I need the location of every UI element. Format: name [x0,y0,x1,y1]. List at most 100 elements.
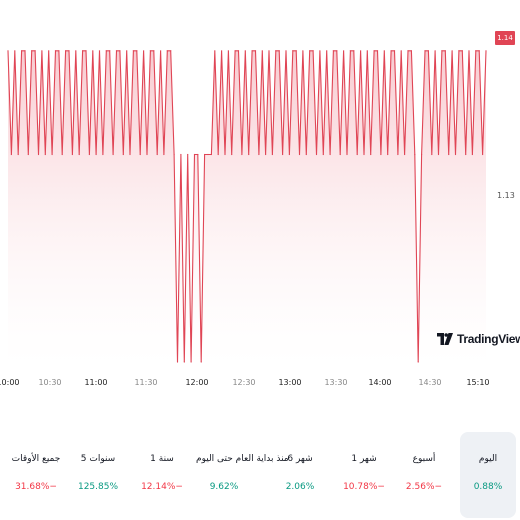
data-point [292,50,294,52]
data-point [41,50,43,52]
data-point [237,50,240,52]
period-label: 5 سنوات [80,454,116,464]
data-point [383,50,385,52]
period-tab[interactable]: منذ بداية العام حتى اليوم 9.62% [196,432,289,518]
data-point [180,153,182,156]
data-point [441,50,443,52]
series-area-fill [8,50,486,367]
data-point [143,50,145,52]
data-point [282,153,284,156]
data-point [454,153,457,156]
data-point [160,50,162,52]
period-tab[interactable]: أسبوع 2.56%− [396,432,452,518]
data-point [7,50,9,52]
data-point [326,50,328,52]
data-point [288,153,290,156]
data-point [31,50,33,52]
period-tab[interactable]: 1 سنة 12.14%− [134,432,190,518]
data-point [149,50,151,52]
series-line [7,50,487,363]
period-change-value: 2.56%− [405,482,443,492]
data-point [224,153,226,156]
data-point [482,153,484,156]
data-point [112,153,114,156]
data-point [54,50,57,52]
data-point [343,50,345,52]
data-point [339,153,341,156]
price-chart[interactable]: 1.14 1.13 TradingView 10:00 10:30 11:00 11:… [0,0,520,420]
data-point [214,50,216,52]
data-point [14,50,16,52]
period-tab[interactable]: جميع الأوقات 31.68%− [8,432,64,518]
data-point [275,50,277,52]
data-point [271,153,273,156]
data-point [261,50,263,52]
data-point [122,153,124,156]
data-point [373,50,375,52]
data-point [437,153,440,156]
period-change-value: 31.68%− [15,482,57,492]
series-layer [7,50,487,367]
data-point [349,50,351,52]
data-point [200,361,202,363]
data-point [387,153,389,156]
data-point [400,50,402,52]
price-chart-canvas[interactable] [0,0,520,420]
data-point [390,50,392,52]
data-point [21,50,23,52]
period-tab[interactable]: اليوم 0.88% [460,432,516,518]
period-change-value: 125.85% [77,482,119,492]
data-point [346,153,348,156]
data-point [78,153,80,156]
data-point [58,50,60,52]
data-point [366,50,368,52]
period-change-value: 10.78%− [343,482,385,492]
data-point [309,50,311,52]
data-point [88,153,90,156]
data-point [251,50,253,52]
data-point [471,153,473,156]
x-tick-label: 15:10 [466,378,490,387]
period-label: 1 شهر [351,454,377,464]
data-point [153,50,155,52]
period-tab[interactable]: 6 شهر 2.06% [272,432,328,518]
data-point [424,50,426,52]
data-point [61,153,63,156]
x-tick-label: 11:00 [84,378,108,387]
data-point [166,50,168,52]
data-point [363,153,365,156]
data-point [302,50,304,52]
data-point [119,50,121,52]
data-point [231,153,233,156]
data-point [17,153,19,156]
data-point [485,50,487,52]
data-point [322,153,324,156]
data-point [305,153,307,156]
data-point [65,50,67,52]
data-point [51,153,53,156]
data-point [427,50,429,52]
data-point [295,50,297,52]
data-point [298,153,301,156]
data-point [265,153,267,156]
tradingview-logo[interactable]: TradingView [437,332,520,346]
data-point [146,153,148,156]
data-point [458,50,460,52]
data-point [176,361,179,363]
data-point [85,50,87,52]
data-point [217,153,219,156]
x-tick-label: 11:30 [134,378,158,387]
price-scale-label: 1.13 [497,191,515,200]
data-point [254,50,257,52]
data-point [448,153,450,156]
data-point [105,50,107,52]
tradingview-logo-icon [437,333,453,345]
data-point [451,50,453,52]
data-point [278,50,280,52]
period-tab[interactable]: 5 سنوات 125.85% [70,432,126,518]
data-point [414,153,416,156]
data-point [461,50,463,52]
data-point [139,153,141,156]
period-tab[interactable]: 1 شهر 10.78%− [336,432,392,518]
data-point [48,50,50,52]
